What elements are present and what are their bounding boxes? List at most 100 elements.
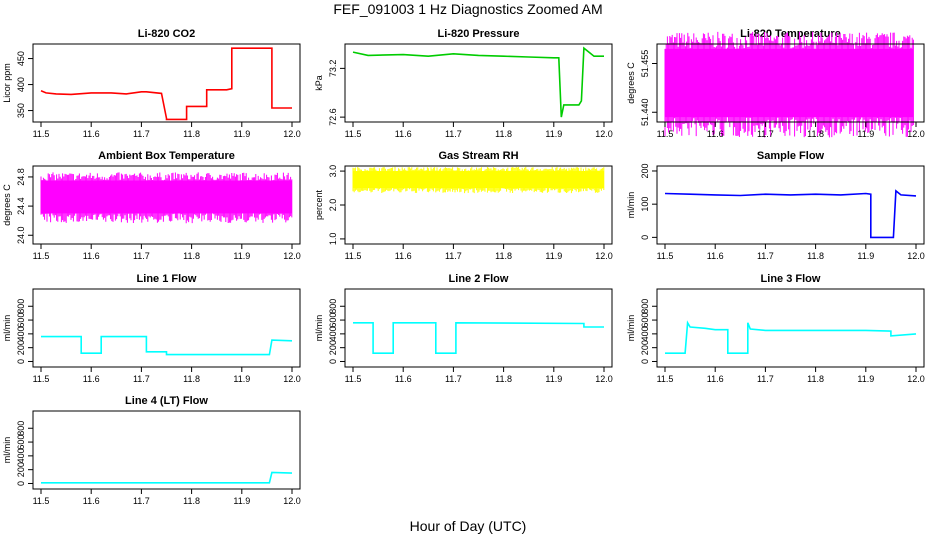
panel-7: Line 1 Flow ml/min 11.5 11.6 11.7 11.8 11.9 12.…: [2, 273, 301, 384]
y-tick-label: 600: [328, 313, 338, 328]
x-tick-label: 11.5: [345, 374, 362, 384]
x-tick-label: 11.9: [857, 374, 874, 384]
panel-2: Li-820 Pressure kPa 11.5 11.6 11.7 11.8 11.9 12…: [314, 28, 613, 139]
y-tick-label: 200: [640, 340, 650, 355]
plot-frame: [344, 288, 613, 368]
panel-1: Li-820 CO2 Licor ppm 11.5 11.6 11.7 11.8 11.9 1…: [2, 28, 301, 139]
x-tick-label: 11.5: [33, 129, 50, 139]
x-tick-label: 11.5: [33, 374, 50, 384]
x-tick-label: 11.6: [707, 374, 724, 384]
panel-8: Line 2 Flow ml/min 11.5 11.6 11.7 11.8 11.9 12.…: [314, 273, 613, 384]
x-tick-label: 11.7: [133, 251, 150, 261]
panel-title: Li-820 Pressure: [438, 28, 520, 40]
y-tick-label: 0: [640, 235, 650, 240]
x-tick-label: 11.9: [233, 251, 250, 261]
x-tick-label: 11.6: [707, 129, 724, 139]
x-tick-label: 11.5: [33, 496, 50, 506]
series-line: [352, 46, 604, 118]
y-tick-label: 3.0: [328, 165, 338, 178]
x-tick-label: 11.7: [757, 251, 774, 261]
y-tick-label: 450: [16, 51, 26, 66]
x-tick-label: 11.6: [395, 251, 412, 261]
x-tick-label: 11.8: [807, 374, 824, 384]
panel-y-axis-label: ml/min: [626, 192, 636, 219]
x-tick-label: 11.6: [707, 251, 724, 261]
y-tick-label: 400: [328, 326, 338, 341]
panel-y-axis-label: percent: [314, 189, 324, 220]
y-tick-label: 350: [16, 103, 26, 118]
y-tick-label: 800: [640, 299, 650, 314]
series-line: [41, 471, 293, 484]
panel-title: Line 1 Flow: [137, 273, 197, 285]
panel-y-axis-label: degrees C: [2, 184, 12, 226]
panel-title: Gas Stream RH: [438, 150, 518, 162]
y-tick-label: 24.4: [16, 197, 26, 215]
y-tick-label: 200: [328, 340, 338, 355]
x-tick-label: 11.7: [133, 374, 150, 384]
x-tick-label: 11.7: [757, 129, 774, 139]
x-tick-label: 11.5: [345, 251, 362, 261]
panel-y-axis-label: kPa: [314, 75, 324, 91]
x-tick-label: 11.8: [495, 129, 512, 139]
panel-y-axis-label: ml/min: [626, 315, 636, 342]
x-tick-label: 11.9: [233, 374, 250, 384]
x-tick-label: 11.8: [183, 251, 200, 261]
x-tick-label: 11.8: [495, 251, 512, 261]
x-tick-label: 11.7: [757, 374, 774, 384]
x-tick-label: 12.0: [907, 129, 925, 139]
y-tick-label: 200: [16, 462, 26, 477]
x-tick-label: 11.6: [83, 251, 100, 261]
x-tick-label: 11.6: [83, 374, 100, 384]
panel-title: Li-820 CO2: [138, 28, 195, 40]
x-tick-label: 11.9: [857, 129, 874, 139]
x-tick-label: 11.9: [857, 251, 874, 261]
y-tick-label: 0: [16, 481, 26, 486]
plot-frame: [32, 410, 301, 490]
plot-frame: [32, 288, 301, 368]
x-tick-label: 11.7: [445, 129, 462, 139]
y-tick-label: 51.455: [640, 50, 650, 78]
x-tick-label: 11.8: [183, 374, 200, 384]
x-tick-label: 11.5: [345, 129, 362, 139]
y-tick-label: 24.0: [16, 226, 26, 244]
x-tick-label: 12.0: [595, 374, 613, 384]
x-tick-label: 11.9: [233, 496, 250, 506]
x-tick-label: 11.9: [233, 129, 250, 139]
x-tick-label: 11.5: [657, 251, 674, 261]
series-band: [665, 48, 914, 118]
x-tick-label: 12.0: [283, 251, 301, 261]
y-tick-label: 0: [640, 359, 650, 364]
series-line: [665, 320, 917, 354]
x-tick-label: 11.8: [807, 251, 824, 261]
x-tick-label: 11.7: [133, 129, 150, 139]
panel-title: Sample Flow: [757, 150, 825, 162]
panel-5: Gas Stream RH percent 11.5 11.6 11.7 11.8 11.9…: [314, 150, 613, 261]
y-tick-label: 400: [16, 77, 26, 92]
x-tick-label: 11.6: [83, 129, 100, 139]
y-tick-label: 72.6: [328, 108, 338, 126]
x-tick-label: 11.7: [133, 496, 150, 506]
y-tick-label: 800: [16, 421, 26, 436]
y-tick-label: 400: [640, 326, 650, 341]
x-tick-label: 12.0: [283, 374, 301, 384]
x-tick-label: 11.5: [33, 251, 50, 261]
y-tick-label: 0: [328, 359, 338, 364]
x-tick-label: 11.5: [657, 374, 674, 384]
panel-10: Line 4 (LT) Flow ml/min 11.5 11.6 11.7 11.8 11…: [2, 395, 301, 506]
y-tick-label: 800: [16, 299, 26, 314]
x-tick-label: 12.0: [907, 251, 925, 261]
y-tick-label: 200: [640, 163, 650, 178]
y-tick-label: 800: [328, 299, 338, 314]
x-tick-label: 12.0: [595, 129, 613, 139]
plot-frame: [32, 43, 301, 123]
panel-3: Li-820 Temperature degrees C 11.5 11.6 11.7 1…: [626, 28, 925, 139]
y-tick-label: 51.440: [640, 98, 650, 126]
x-tick-label: 11.8: [183, 129, 200, 139]
y-tick-label: 0: [16, 359, 26, 364]
panel-title: Line 4 (LT) Flow: [125, 395, 208, 407]
figure-title: FEF_091003 1 Hz Diagnostics Zoomed AM: [333, 1, 603, 17]
series-noise: [664, 31, 914, 138]
series-line: [41, 335, 293, 356]
panel-title: Line 3 Flow: [761, 273, 821, 285]
